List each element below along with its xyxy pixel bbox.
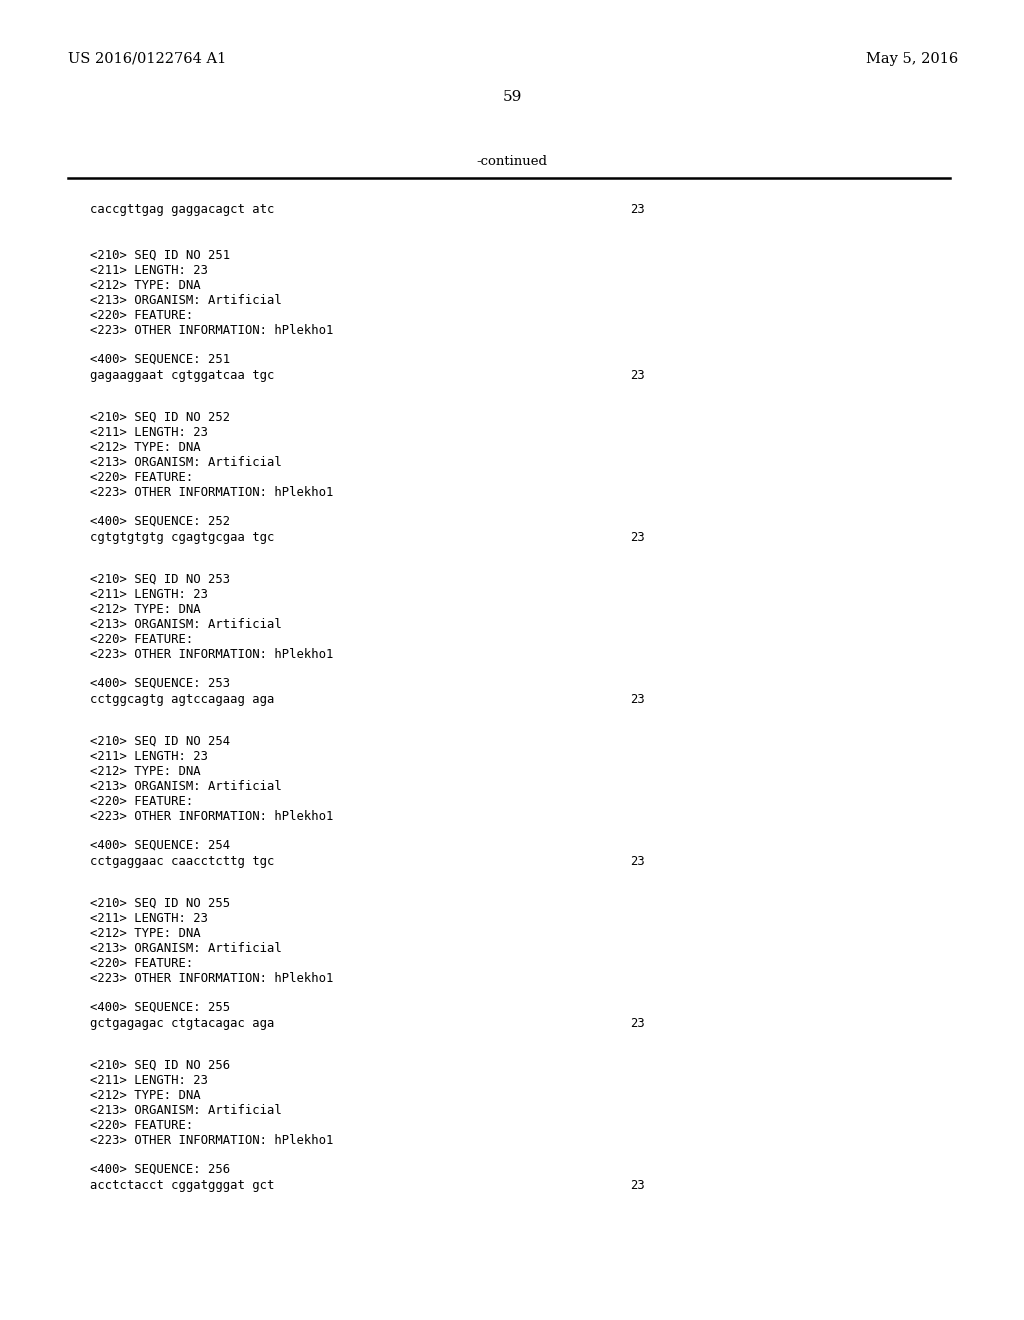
- Text: <210> SEQ ID NO 251: <210> SEQ ID NO 251: [90, 249, 230, 261]
- Text: <223> OTHER INFORMATION: hPlekho1: <223> OTHER INFORMATION: hPlekho1: [90, 810, 334, 822]
- Text: <400> SEQUENCE: 254: <400> SEQUENCE: 254: [90, 838, 230, 851]
- Text: -continued: -continued: [476, 154, 548, 168]
- Text: 23: 23: [630, 855, 645, 869]
- Text: <212> TYPE: DNA: <212> TYPE: DNA: [90, 927, 201, 940]
- Text: <223> OTHER INFORMATION: hPlekho1: <223> OTHER INFORMATION: hPlekho1: [90, 1134, 334, 1147]
- Text: <212> TYPE: DNA: <212> TYPE: DNA: [90, 279, 201, 292]
- Text: 23: 23: [630, 203, 645, 216]
- Text: <212> TYPE: DNA: <212> TYPE: DNA: [90, 441, 201, 454]
- Text: <400> SEQUENCE: 255: <400> SEQUENCE: 255: [90, 1001, 230, 1014]
- Text: <213> ORGANISM: Artificial: <213> ORGANISM: Artificial: [90, 294, 282, 308]
- Text: 23: 23: [630, 693, 645, 706]
- Text: caccgttgag gaggacagct atc: caccgttgag gaggacagct atc: [90, 203, 274, 216]
- Text: 23: 23: [630, 531, 645, 544]
- Text: <211> LENGTH: 23: <211> LENGTH: 23: [90, 1074, 208, 1086]
- Text: <220> FEATURE:: <220> FEATURE:: [90, 957, 194, 970]
- Text: <213> ORGANISM: Artificial: <213> ORGANISM: Artificial: [90, 618, 282, 631]
- Text: 23: 23: [630, 1016, 645, 1030]
- Text: May 5, 2016: May 5, 2016: [865, 51, 958, 66]
- Text: <212> TYPE: DNA: <212> TYPE: DNA: [90, 603, 201, 616]
- Text: gagaaggaat cgtggatcaa tgc: gagaaggaat cgtggatcaa tgc: [90, 370, 274, 381]
- Text: <210> SEQ ID NO 255: <210> SEQ ID NO 255: [90, 898, 230, 909]
- Text: <400> SEQUENCE: 252: <400> SEQUENCE: 252: [90, 515, 230, 528]
- Text: <212> TYPE: DNA: <212> TYPE: DNA: [90, 766, 201, 777]
- Text: <211> LENGTH: 23: <211> LENGTH: 23: [90, 912, 208, 925]
- Text: <400> SEQUENCE: 256: <400> SEQUENCE: 256: [90, 1163, 230, 1176]
- Text: <400> SEQUENCE: 253: <400> SEQUENCE: 253: [90, 676, 230, 689]
- Text: <220> FEATURE:: <220> FEATURE:: [90, 795, 194, 808]
- Text: <210> SEQ ID NO 253: <210> SEQ ID NO 253: [90, 573, 230, 586]
- Text: <212> TYPE: DNA: <212> TYPE: DNA: [90, 1089, 201, 1102]
- Text: <210> SEQ ID NO 256: <210> SEQ ID NO 256: [90, 1059, 230, 1072]
- Text: <220> FEATURE:: <220> FEATURE:: [90, 309, 194, 322]
- Text: <210> SEQ ID NO 254: <210> SEQ ID NO 254: [90, 735, 230, 748]
- Text: 23: 23: [630, 1179, 645, 1192]
- Text: <223> OTHER INFORMATION: hPlekho1: <223> OTHER INFORMATION: hPlekho1: [90, 648, 334, 661]
- Text: <223> OTHER INFORMATION: hPlekho1: <223> OTHER INFORMATION: hPlekho1: [90, 972, 334, 985]
- Text: <223> OTHER INFORMATION: hPlekho1: <223> OTHER INFORMATION: hPlekho1: [90, 323, 334, 337]
- Text: 23: 23: [630, 370, 645, 381]
- Text: <213> ORGANISM: Artificial: <213> ORGANISM: Artificial: [90, 780, 282, 793]
- Text: gctgagagac ctgtacagac aga: gctgagagac ctgtacagac aga: [90, 1016, 274, 1030]
- Text: US 2016/0122764 A1: US 2016/0122764 A1: [68, 51, 226, 66]
- Text: cctggcagtg agtccagaag aga: cctggcagtg agtccagaag aga: [90, 693, 274, 706]
- Text: <211> LENGTH: 23: <211> LENGTH: 23: [90, 750, 208, 763]
- Text: cctgaggaac caacctcttg tgc: cctgaggaac caacctcttg tgc: [90, 855, 274, 869]
- Text: <210> SEQ ID NO 252: <210> SEQ ID NO 252: [90, 411, 230, 424]
- Text: <211> LENGTH: 23: <211> LENGTH: 23: [90, 426, 208, 440]
- Text: cgtgtgtgtg cgagtgcgaa tgc: cgtgtgtgtg cgagtgcgaa tgc: [90, 531, 274, 544]
- Text: <211> LENGTH: 23: <211> LENGTH: 23: [90, 264, 208, 277]
- Text: <220> FEATURE:: <220> FEATURE:: [90, 1119, 194, 1133]
- Text: <400> SEQUENCE: 251: <400> SEQUENCE: 251: [90, 352, 230, 366]
- Text: acctctacct cggatgggat gct: acctctacct cggatgggat gct: [90, 1179, 274, 1192]
- Text: <220> FEATURE:: <220> FEATURE:: [90, 634, 194, 645]
- Text: <220> FEATURE:: <220> FEATURE:: [90, 471, 194, 484]
- Text: <223> OTHER INFORMATION: hPlekho1: <223> OTHER INFORMATION: hPlekho1: [90, 486, 334, 499]
- Text: <213> ORGANISM: Artificial: <213> ORGANISM: Artificial: [90, 455, 282, 469]
- Text: <213> ORGANISM: Artificial: <213> ORGANISM: Artificial: [90, 1104, 282, 1117]
- Text: <213> ORGANISM: Artificial: <213> ORGANISM: Artificial: [90, 942, 282, 954]
- Text: 59: 59: [503, 90, 521, 104]
- Text: <211> LENGTH: 23: <211> LENGTH: 23: [90, 587, 208, 601]
